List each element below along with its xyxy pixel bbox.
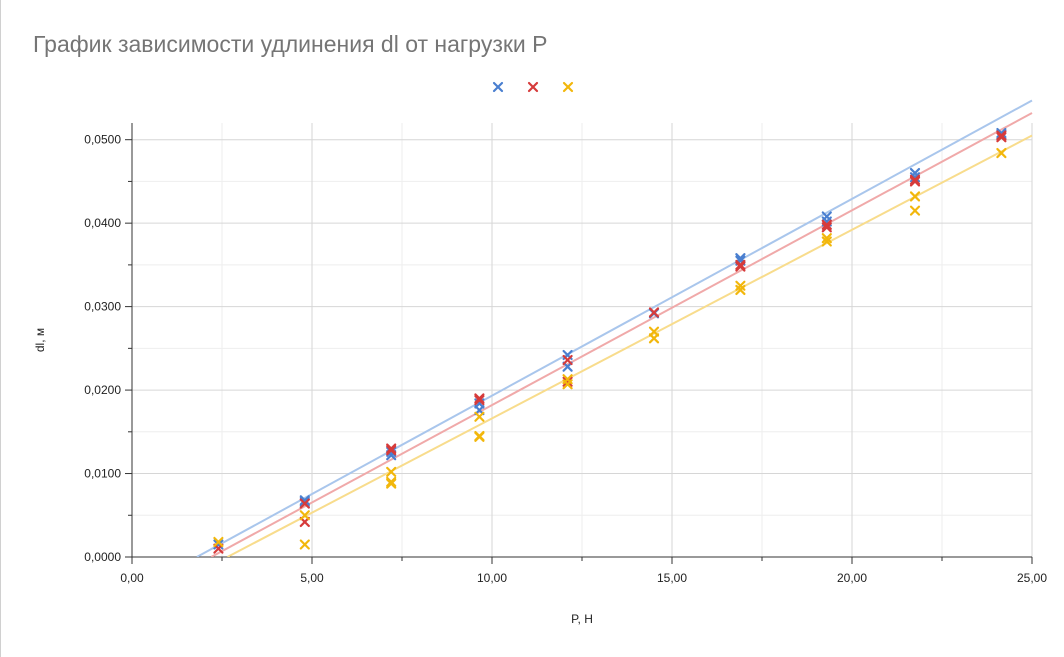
trendlines [196, 99, 1033, 557]
legend-marker-stroke [562, 81, 574, 93]
data-point-stroke [562, 379, 573, 390]
legend-marker [527, 81, 539, 93]
data-point [386, 466, 397, 477]
data-point-stroke [996, 132, 1007, 143]
data-point [386, 478, 397, 489]
x-tick-label: 10,00 [477, 571, 507, 585]
data-point [299, 496, 310, 508]
data-point-stroke [821, 219, 832, 230]
data-point [909, 191, 921, 202]
data-point-stroke [474, 394, 485, 406]
y-tick-label: 0,0100 [84, 467, 121, 481]
data-point-stroke [909, 191, 921, 202]
data-point-stroke [821, 236, 832, 247]
data-point [386, 443, 397, 454]
x-axis-label: P, Н [571, 612, 593, 626]
data-point [996, 132, 1007, 143]
y-tick-label: 0,0200 [84, 383, 121, 397]
data-point [735, 259, 746, 270]
trendline [196, 99, 1033, 557]
legend-marker-stroke [492, 81, 504, 93]
data-point [996, 130, 1007, 141]
data-point-stroke [299, 498, 310, 509]
data-point-stroke [299, 510, 310, 521]
x-tick-label: 0,00 [120, 571, 144, 585]
data-point-stroke [213, 536, 224, 548]
data-point [821, 236, 832, 247]
data-point [996, 147, 1007, 159]
x-tick-label: 20,00 [837, 571, 867, 585]
data-point-stroke [474, 411, 485, 422]
data-point [386, 476, 397, 487]
data-point [909, 205, 921, 216]
data-point-stroke [386, 445, 397, 456]
y-tick-label: 0,0500 [84, 133, 121, 147]
data-point-stroke [386, 476, 397, 487]
data-point-stroke [996, 130, 1007, 141]
data-point-stroke [299, 495, 310, 506]
data-point [386, 446, 397, 457]
data-point [213, 536, 224, 548]
data-point [821, 233, 832, 244]
data-point [821, 222, 832, 233]
data-point-stroke [299, 539, 310, 550]
y-tick-label: 0,0000 [84, 550, 121, 564]
data-point [299, 539, 310, 550]
data-point [562, 376, 573, 387]
data-point-stroke [735, 261, 746, 272]
chart-title: График зависимости удлинения dl от нагру… [33, 31, 548, 57]
trendline [210, 112, 1033, 557]
data-point [386, 445, 397, 456]
x-tick-label: 25,00 [1017, 571, 1047, 585]
data-point [735, 284, 746, 296]
y-axis-label: dl, м [33, 328, 47, 352]
data-point-stroke [909, 205, 921, 216]
trendline [226, 134, 1033, 557]
data-point-stroke [909, 174, 921, 185]
data-point-stroke [735, 259, 746, 270]
data-point [562, 379, 573, 390]
data-point [474, 411, 485, 422]
data-point [648, 333, 660, 344]
legend-marker-stroke [527, 81, 539, 93]
data-point [474, 393, 485, 404]
data-point-stroke [821, 222, 832, 233]
y-tick-label: 0,0300 [84, 300, 121, 314]
data-point-stroke [735, 284, 746, 296]
frame-border [0, 0, 1, 657]
data-point-stroke [562, 376, 573, 387]
data-point [909, 176, 921, 187]
data-point-stroke [474, 431, 485, 442]
x-tick-label: 15,00 [657, 571, 687, 585]
data-point-stroke [909, 176, 921, 187]
data-point [562, 354, 573, 366]
data-point [474, 394, 485, 406]
data-point-stroke [386, 466, 397, 477]
data-point [474, 431, 485, 442]
data-point-stroke [996, 147, 1007, 159]
data-point [648, 307, 660, 318]
data-point-stroke [474, 393, 485, 404]
data-point [299, 495, 310, 506]
data-point [821, 219, 832, 230]
data-point-stroke [648, 333, 660, 344]
data-point [299, 510, 310, 521]
data-point [735, 261, 746, 272]
data-point-stroke [386, 443, 397, 454]
data-point-stroke [386, 478, 397, 489]
x-tick-label: 5,00 [300, 571, 324, 585]
data-point-stroke [648, 307, 660, 318]
data-point-stroke [562, 354, 573, 366]
data-point-stroke [821, 233, 832, 244]
data-point-stroke [386, 446, 397, 457]
y-tick-label: 0,0400 [84, 216, 121, 230]
data-point [909, 174, 921, 185]
data-point [299, 498, 310, 509]
data-point-stroke [299, 496, 310, 508]
legend-marker [562, 81, 574, 93]
legend-marker [492, 81, 504, 93]
